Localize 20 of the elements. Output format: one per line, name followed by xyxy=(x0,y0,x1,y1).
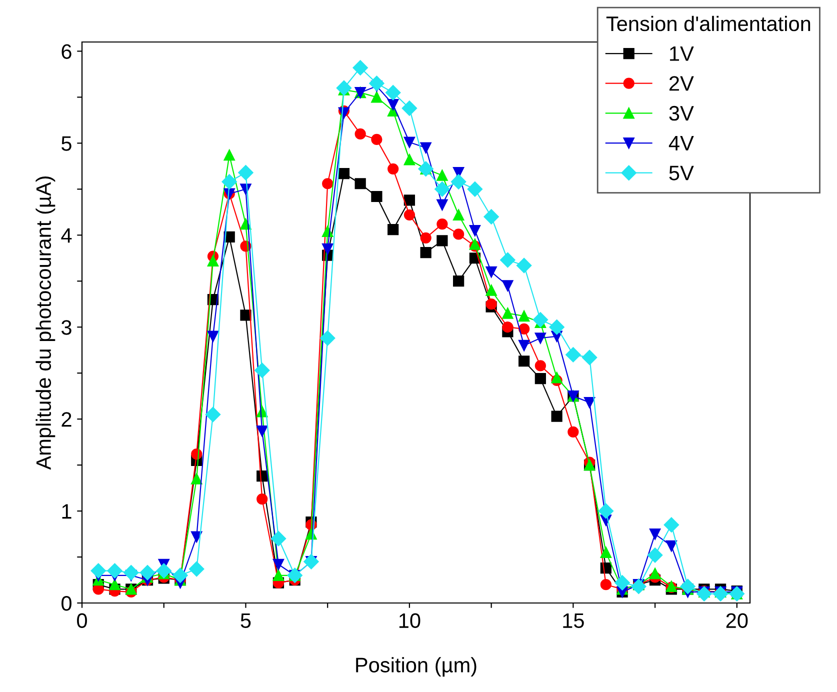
x-tick-label: 20 xyxy=(726,613,748,628)
legend-label: 4V xyxy=(668,136,694,150)
legend-title: Tension d'alimentation xyxy=(606,16,810,32)
x-tick-label: 10 xyxy=(399,613,420,628)
y-tick-label: 3 xyxy=(61,320,72,335)
y-tick-label: 0 xyxy=(62,596,72,611)
x-tick-label: 0 xyxy=(77,613,87,628)
legend-label: 2V xyxy=(669,76,694,91)
y-tick-label: 4 xyxy=(61,228,72,243)
y-tick-label: 1 xyxy=(62,504,72,519)
y-tick-label: 2 xyxy=(62,412,72,427)
legend-label: 5V xyxy=(669,166,694,180)
y-tick-label: 6 xyxy=(62,44,72,59)
x-tick-label: 5 xyxy=(240,613,251,628)
legend-label: 3V xyxy=(669,106,694,121)
y-tick-label: 5 xyxy=(62,136,72,151)
x-tick-label: 15 xyxy=(563,613,584,628)
y-axis-title: Amplitude du photocourant (µA) xyxy=(36,176,56,470)
legend-label: 1V xyxy=(670,46,694,61)
x-axis-title: Position (µm) xyxy=(356,657,476,677)
